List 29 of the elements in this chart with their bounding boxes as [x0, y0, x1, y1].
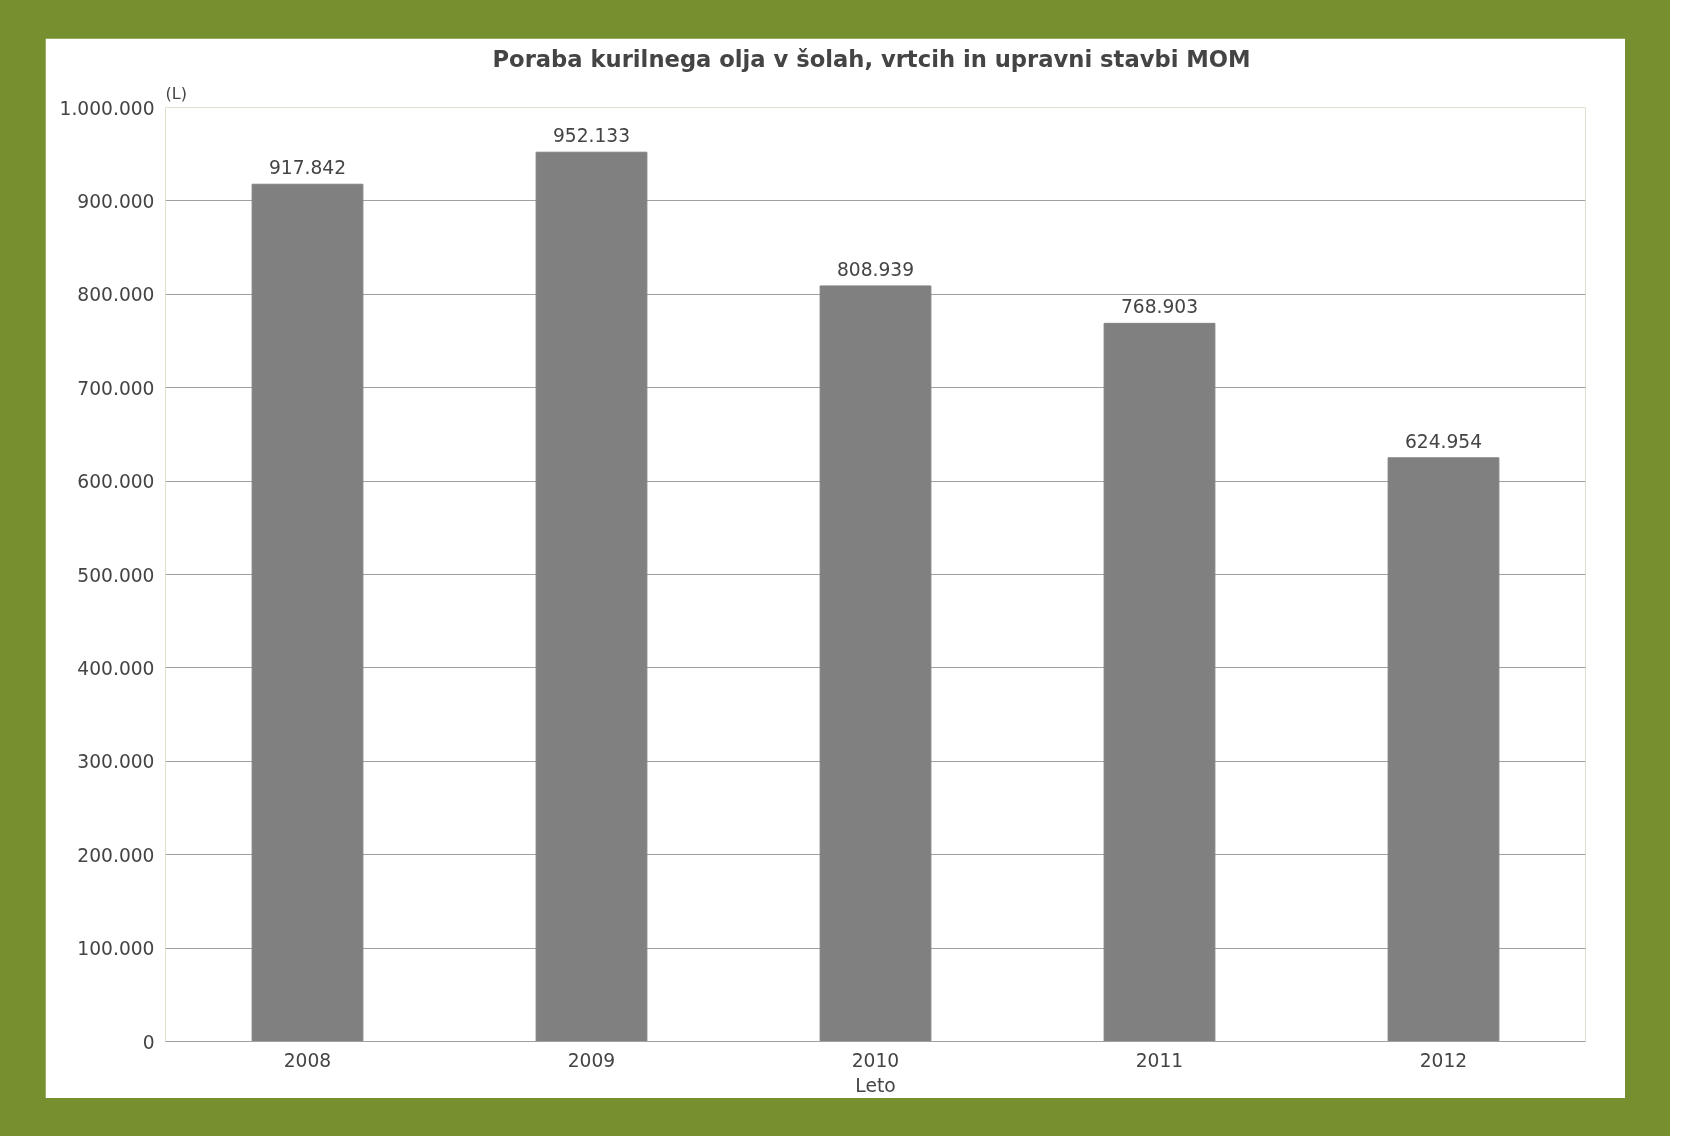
x-tick-label: 2009 — [567, 1049, 616, 1071]
y-tick-label: 200.000 — [77, 844, 155, 866]
y-tick-label: 0 — [142, 1031, 155, 1053]
y-tick-label: 300.000 — [77, 751, 155, 773]
data-label: 624.954 — [1404, 430, 1483, 452]
data-label: 808.939 — [836, 258, 915, 280]
bar — [819, 285, 932, 1042]
x-tick-label: 2010 — [851, 1049, 900, 1071]
x-tick-label: 2012 — [1419, 1049, 1468, 1071]
y-tick-label: 700.000 — [77, 377, 155, 399]
data-label: 952.133 — [552, 125, 631, 147]
data-label: 917.842 — [268, 157, 347, 179]
y-tick-label: 500.000 — [77, 564, 155, 586]
y-tick-label: 400.000 — [77, 657, 155, 679]
y-tick-label: 100.000 — [77, 938, 155, 960]
y-tick-label: 600.000 — [77, 471, 155, 493]
y-tick-label: 900.000 — [77, 190, 155, 212]
bar — [1387, 457, 1500, 1042]
chart-title: Poraba kurilnega olja v šolah, vrtcih in upravni stavbi MOM — [492, 45, 1251, 72]
y-axis-title: (L) — [165, 83, 187, 103]
x-axis-title: Leto — [855, 1074, 896, 1096]
x-tick-label: 2011 — [1135, 1049, 1184, 1071]
y-tick-label: 800.000 — [77, 284, 155, 306]
bar — [1103, 322, 1216, 1042]
y-tick-label: 1.000.000 — [59, 97, 155, 119]
data-label: 768.903 — [1120, 296, 1199, 318]
bar — [251, 183, 364, 1042]
bar — [535, 151, 648, 1042]
x-tick-label: 2008 — [283, 1049, 332, 1071]
